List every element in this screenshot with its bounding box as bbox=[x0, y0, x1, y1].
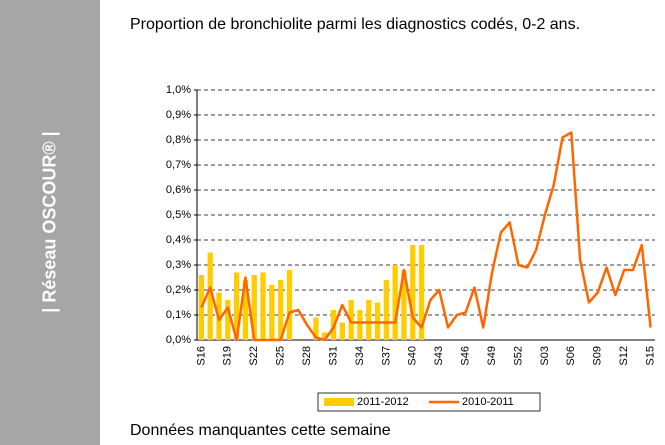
x-tick-label: S19 bbox=[222, 346, 234, 366]
bar bbox=[269, 285, 275, 340]
bar bbox=[260, 272, 266, 340]
x-tick-label: S12 bbox=[618, 346, 630, 366]
x-tick-label: S37 bbox=[380, 346, 392, 366]
x-tick-label: S09 bbox=[592, 346, 604, 366]
y-tick-label: 0,2% bbox=[166, 284, 191, 296]
chart: 0,0% 0,1% 0,2% 0,3% 0,4% 0,5% 0,6% 0,7% 0,8% 0,9%… bbox=[166, 84, 657, 412]
bar bbox=[401, 270, 407, 340]
x-tick-label: S28 bbox=[301, 346, 313, 366]
x-tick-label: S16 bbox=[195, 346, 207, 366]
y-tick-label: 0,3% bbox=[166, 259, 191, 271]
y-tick-label: 0,1% bbox=[166, 309, 191, 321]
x-tick-label: S25 bbox=[275, 346, 287, 366]
bar bbox=[383, 280, 390, 340]
bar bbox=[233, 272, 240, 340]
legend-label: 2011-2012 bbox=[357, 396, 409, 408]
x-tick-label: S49 bbox=[486, 346, 498, 366]
y-tick-label: 0,7% bbox=[166, 159, 191, 171]
bar bbox=[207, 252, 213, 340]
chart-title: Proportion de bronchiolite parmi les dia… bbox=[130, 16, 581, 33]
y-tick-label: 0,6% bbox=[166, 184, 191, 196]
y-tick-label: 0,8% bbox=[166, 134, 191, 146]
x-tick-label: S22 bbox=[248, 346, 260, 366]
bar bbox=[366, 300, 372, 340]
x-tick-label: S40 bbox=[407, 346, 419, 366]
x-tick-label: S15 bbox=[645, 346, 657, 366]
y-tick-label: 1,0% bbox=[166, 84, 191, 96]
y-tick-label: 0,9% bbox=[166, 109, 191, 121]
bar bbox=[410, 245, 416, 340]
x-tick-label: S03 bbox=[539, 346, 551, 366]
bar bbox=[225, 300, 231, 340]
bar bbox=[418, 245, 425, 340]
bar bbox=[278, 280, 284, 340]
bar bbox=[242, 280, 249, 340]
line bbox=[200, 131, 652, 342]
y-tick-label: 0,0% bbox=[166, 334, 191, 346]
y-tick-label: 0,5% bbox=[166, 209, 191, 221]
sidebar: | Réseau OSCOUR® | bbox=[0, 0, 100, 445]
note: Données manquantes cette semaine bbox=[130, 422, 391, 439]
bar bbox=[339, 322, 345, 340]
y-tick-label: 0,4% bbox=[166, 234, 191, 246]
x-tick-label: S52 bbox=[512, 346, 524, 366]
x-tick-label: S06 bbox=[565, 346, 577, 366]
legend-label: 2010-2011 bbox=[462, 396, 514, 408]
bar bbox=[322, 332, 328, 340]
bar bbox=[357, 310, 363, 340]
bar bbox=[251, 275, 257, 340]
legend-swatch bbox=[324, 398, 354, 406]
bar bbox=[286, 270, 293, 340]
bar bbox=[392, 265, 398, 340]
x-tick-label: S34 bbox=[354, 346, 366, 366]
x-tick-label: S46 bbox=[460, 346, 472, 366]
x-tick-label: S43 bbox=[433, 346, 445, 366]
x-tick-label: S31 bbox=[327, 346, 339, 366]
bar bbox=[313, 317, 319, 340]
